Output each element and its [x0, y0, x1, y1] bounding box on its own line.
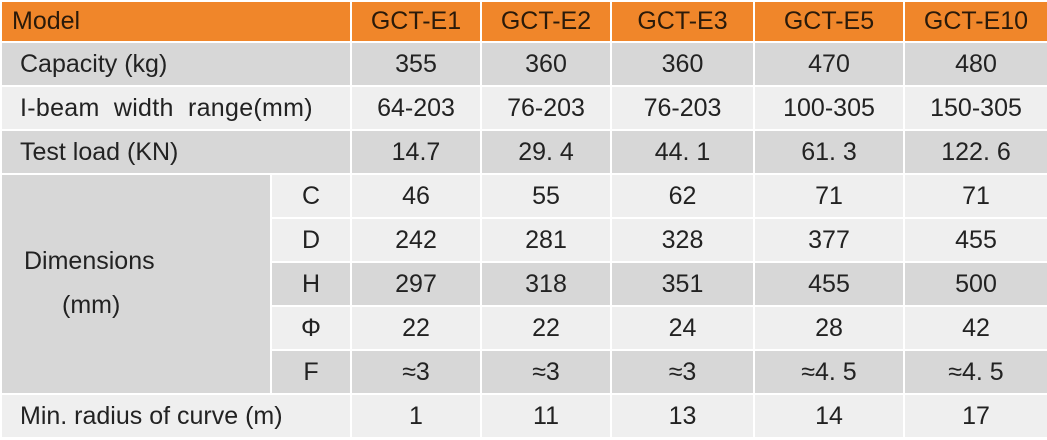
model-name: GCT-E2	[480, 0, 612, 43]
min-radius-value: 11	[480, 393, 612, 439]
test-load-value: 122. 6	[903, 129, 1047, 175]
model-name: GCT-E10	[903, 0, 1047, 43]
dimension-key: H	[270, 261, 352, 307]
dimension-value: 28	[753, 305, 905, 351]
test-load-label: Test load (KN)	[0, 129, 352, 175]
dimension-row-f: F ≈3 ≈3 ≈3 ≈4. 5 ≈4. 5	[1, 349, 1047, 395]
capacity-value: 360	[480, 41, 612, 87]
model-name: GCT-E3	[610, 0, 755, 43]
dimension-value: 328	[610, 217, 755, 263]
header-row: Model GCT-E1 GCT-E2 GCT-E3 GCT-E5 GCT-E1…	[0, 0, 1047, 43]
dimension-value: 22	[350, 305, 482, 351]
dimension-value: 377	[753, 217, 905, 263]
beam-width-value: 150-305	[903, 85, 1047, 131]
min-radius-row: Min. radius of curve (m) 1 11 13 14 17	[0, 393, 1047, 439]
beam-width-value: 100-305	[753, 85, 905, 131]
min-radius-value: 14	[753, 393, 905, 439]
dimension-value: ≈3	[350, 349, 482, 395]
test-load-value: 29. 4	[480, 129, 612, 175]
dimension-value: 297	[350, 261, 482, 307]
dimension-value: ≈4. 5	[903, 349, 1047, 395]
beam-width-row: I-beam width range(mm) 64-203 76-203 76-…	[0, 85, 1047, 131]
capacity-value: 470	[753, 41, 905, 87]
dimension-value: 500	[903, 261, 1047, 307]
dimension-value: 71	[903, 173, 1047, 219]
capacity-value: 360	[610, 41, 755, 87]
test-load-row: Test load (KN) 14.7 29. 4 44. 1 61. 3 12…	[0, 129, 1047, 175]
dimension-value: 455	[903, 217, 1047, 263]
capacity-row: Capacity (kg) 355 360 360 470 480	[0, 41, 1047, 87]
dimension-value: 242	[350, 217, 482, 263]
dimension-row-c: Dimensions (mm) C 46 55 62 71 71	[0, 173, 1047, 395]
dimension-value: ≈4. 5	[753, 349, 905, 395]
dimension-value: ≈3	[610, 349, 755, 395]
min-radius-value: 1	[350, 393, 482, 439]
dimension-value: 455	[753, 261, 905, 307]
capacity-value: 480	[903, 41, 1047, 87]
dimension-row-d: D 242 281 328 377 455	[1, 217, 1047, 263]
dimension-row-phi: Φ 22 22 24 28 42	[1, 305, 1047, 351]
dimension-value: 46	[350, 173, 482, 219]
dimension-value: 351	[610, 261, 755, 307]
beam-width-value: 64-203	[350, 85, 482, 131]
min-radius-value: 17	[903, 393, 1047, 439]
beam-width-value: 76-203	[480, 85, 612, 131]
dimensions-label: Dimensions (mm)	[0, 173, 272, 395]
dimension-key: Φ	[270, 305, 352, 351]
dimensions-title: Dimensions	[24, 247, 155, 276]
min-radius-value: 13	[610, 393, 755, 439]
dimension-value: 318	[480, 261, 612, 307]
dimension-value: 62	[610, 173, 755, 219]
model-label: Model	[0, 0, 352, 43]
model-name: GCT-E1	[350, 0, 482, 43]
test-load-value: 44. 1	[610, 129, 755, 175]
beam-width-label: I-beam width range(mm)	[0, 85, 352, 131]
dimension-row-h: H 297 318 351 455 500	[1, 261, 1047, 307]
beam-width-value: 76-203	[610, 85, 755, 131]
capacity-value: 355	[350, 41, 482, 87]
min-radius-label: Min. radius of curve (m)	[0, 393, 352, 439]
dimension-value: 55	[480, 173, 612, 219]
dimension-key: C	[270, 173, 352, 219]
capacity-label: Capacity (kg)	[0, 41, 352, 87]
dimension-value: ≈3	[480, 349, 612, 395]
dimension-key: D	[270, 217, 352, 263]
dimension-value: 281	[480, 217, 612, 263]
dimension-value: 22	[480, 305, 612, 351]
test-load-value: 61. 3	[753, 129, 905, 175]
dimension-key: F	[270, 349, 352, 395]
dimension-value: 71	[753, 173, 905, 219]
dimensions-unit: (mm)	[62, 291, 121, 319]
dimension-value: 24	[610, 305, 755, 351]
model-name: GCT-E5	[753, 0, 905, 43]
test-load-value: 14.7	[350, 129, 482, 175]
dimension-value: 42	[903, 305, 1047, 351]
